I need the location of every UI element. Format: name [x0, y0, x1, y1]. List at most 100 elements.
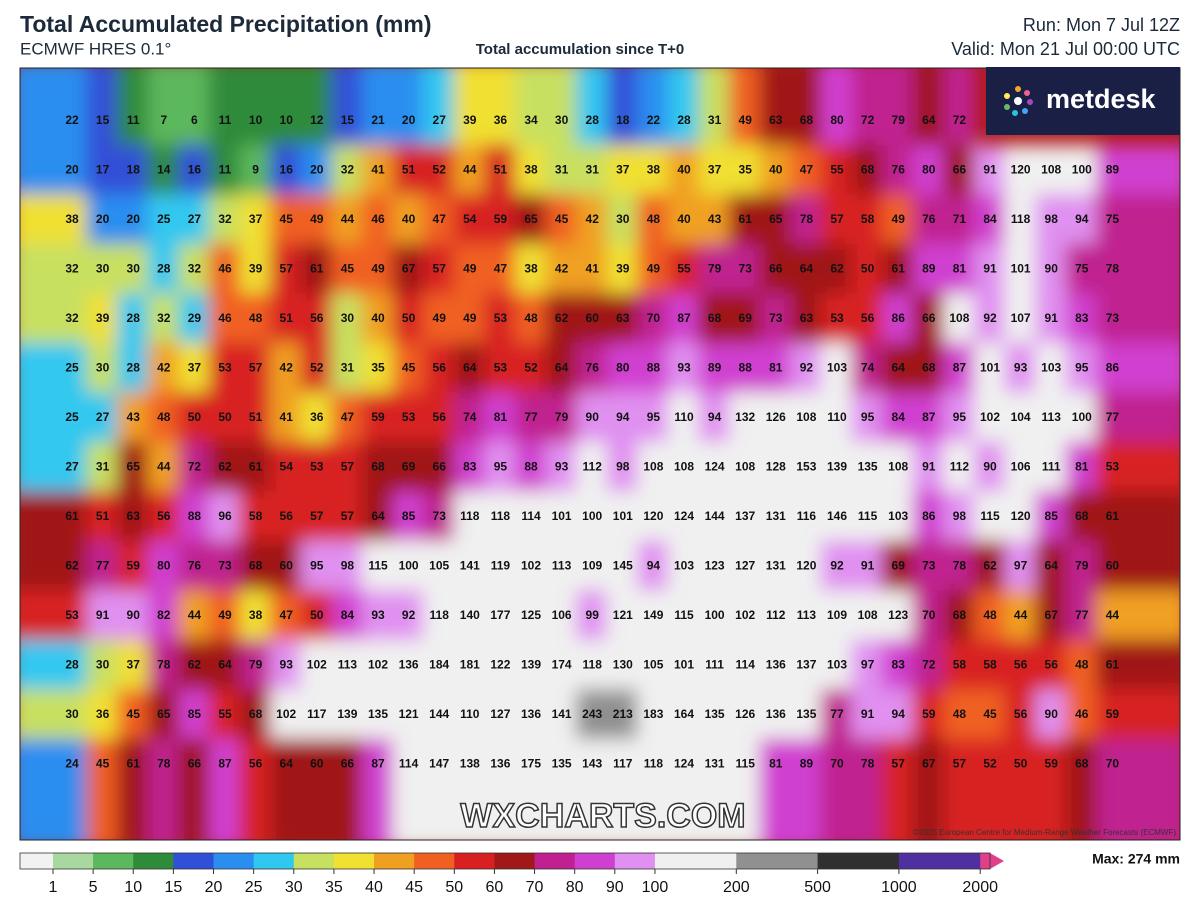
precip-cell: [667, 639, 701, 692]
grid-value: 108: [674, 460, 694, 474]
precip-cell: [575, 441, 609, 494]
grid-value: 144: [429, 707, 449, 721]
grid-value: 46: [1075, 707, 1089, 721]
precip-cell: [1004, 689, 1037, 741]
precip-cell: [147, 293, 181, 345]
colorbar-tick-label: 20: [205, 879, 223, 896]
grid-value: 93: [677, 361, 691, 375]
precip-cell: [790, 491, 823, 543]
precip-cell: [790, 639, 823, 692]
grid-value: 62: [983, 559, 997, 573]
precip-cell: [86, 68, 119, 147]
grid-value: 45: [555, 212, 569, 226]
precip-cell: [178, 293, 211, 345]
grid-value: 68: [371, 460, 385, 474]
precip-cell: [86, 491, 119, 543]
grid-value: 59: [127, 559, 141, 573]
precip-cell: [86, 441, 119, 494]
grid-value: 83: [892, 658, 906, 672]
grid-value: 43: [127, 410, 141, 424]
grid-value: 114: [736, 658, 756, 672]
precip-cell: [269, 293, 303, 345]
precip-cell: [1034, 441, 1068, 494]
grid-value: 66: [433, 460, 447, 474]
grid-value: 64: [892, 361, 906, 375]
precip-cell: [1096, 194, 1180, 246]
grid-value: 77: [1075, 608, 1089, 622]
colorbar-segment: [213, 853, 255, 869]
grid-value: 68: [708, 311, 722, 325]
precip-cell: [943, 491, 976, 543]
grid-value: 48: [249, 311, 263, 325]
grid-value: 60: [586, 311, 600, 325]
colorbar-tick-label: 2000: [962, 879, 998, 896]
grid-value: 80: [830, 113, 844, 127]
grid-value: 61: [249, 460, 263, 474]
grid-value: 20: [96, 212, 110, 226]
grid-value: 39: [249, 262, 263, 276]
grid-value: 90: [1045, 707, 1059, 721]
colorbar-tick-label: 40: [365, 879, 383, 896]
grid-value: 94: [892, 707, 906, 721]
precip-cell: [147, 194, 181, 246]
precip-cell: [973, 491, 1007, 543]
precip-cell: [790, 689, 823, 741]
grid-value: 77: [830, 707, 844, 721]
grid-value: 46: [371, 212, 385, 226]
precip-cell: [20, 491, 89, 543]
precip-cell: [208, 243, 242, 296]
grid-value: 93: [1014, 361, 1028, 375]
grid-value: 116: [797, 509, 817, 523]
precip-cell: [575, 689, 609, 741]
grid-value: 92: [983, 311, 997, 325]
grid-value: 50: [310, 608, 324, 622]
precip-cell: [1065, 738, 1099, 840]
grid-value: 98: [341, 559, 355, 573]
precip-cell: [514, 144, 548, 197]
precip-cell: [759, 738, 793, 840]
precip-cell: [392, 738, 425, 840]
precip-cell: [851, 144, 884, 197]
precip-cell: [698, 689, 731, 741]
precip-cell: [759, 144, 793, 197]
grid-value: 61: [65, 509, 79, 523]
precip-cell: [178, 144, 211, 197]
precip-cell: [1004, 144, 1037, 197]
grid-value: 136: [490, 757, 510, 771]
grid-value: 81: [1075, 460, 1089, 474]
precip-cell: [575, 540, 609, 593]
precip-cell: [514, 590, 548, 642]
grid-value: 175: [521, 757, 541, 771]
title: Total Accumulated Precipitation (mm): [20, 11, 432, 37]
colorbar-tick-label: 1000: [881, 879, 917, 896]
precip-cell: [86, 342, 119, 395]
precip-cell: [728, 689, 762, 741]
grid-value: 115: [368, 559, 388, 573]
precip-cell: [575, 194, 609, 246]
precip-cell: [20, 392, 89, 444]
precip-cell: [820, 68, 854, 147]
grid-value: 135: [796, 707, 816, 721]
grid-value: 65: [157, 707, 171, 721]
precip-cell: [86, 590, 119, 642]
grid-value: 55: [830, 163, 844, 177]
grid-value: 77: [96, 559, 110, 573]
precip-cell: [1034, 491, 1068, 543]
precip-cell: [361, 491, 395, 543]
grid-value: 38: [65, 212, 79, 226]
grid-value: 79: [892, 113, 906, 127]
grid-value: 10: [280, 113, 294, 127]
precip-cell: [912, 590, 946, 642]
grid-value: 56: [433, 361, 447, 375]
precip-cell: [820, 738, 854, 840]
grid-value: 49: [892, 212, 906, 226]
precip-cell: [728, 342, 762, 395]
precip-cell: [331, 491, 364, 543]
precip-cell: [790, 243, 823, 296]
precip-cell: [453, 392, 487, 444]
grid-value: 105: [429, 559, 449, 573]
grid-value: 113: [797, 608, 817, 622]
grid-value: 30: [96, 262, 110, 276]
precip-cell: [269, 392, 303, 444]
precip-cell: [20, 441, 89, 494]
